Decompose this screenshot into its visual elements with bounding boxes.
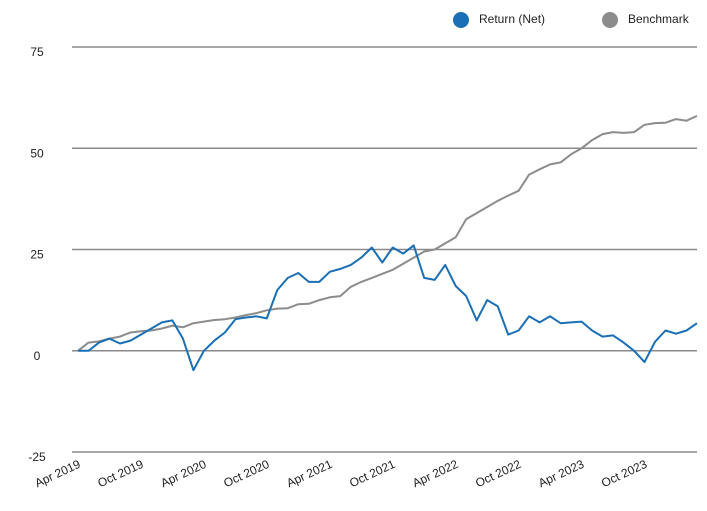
y-tick-label: 0 [34,349,41,363]
x-tick-label: Oct 2021 [347,457,397,490]
legend-label: Return (Net) [479,12,545,26]
x-tick-label: Apr 2022 [410,457,460,490]
data-line [78,244,698,372]
y-tick-label: 50 [30,146,44,160]
x-tick-label: Apr 2021 [284,457,334,490]
y-tick-label: 25 [30,248,44,262]
legend-marker [453,12,469,28]
x-tick-label: Apr 2023 [536,457,586,490]
data-line [77,114,698,352]
x-tick-label: Apr 2020 [158,457,208,490]
x-tick-label: Oct 2020 [221,457,271,490]
y-tick-label: -25 [28,450,46,464]
y-tick-label: 75 [30,45,44,59]
x-tick-label: Oct 2022 [473,457,523,490]
legend-label: Benchmark [628,12,690,26]
x-tick-label: Oct 2019 [96,457,146,490]
x-tick-label: Oct 2023 [599,457,649,490]
legend-marker [602,12,618,28]
